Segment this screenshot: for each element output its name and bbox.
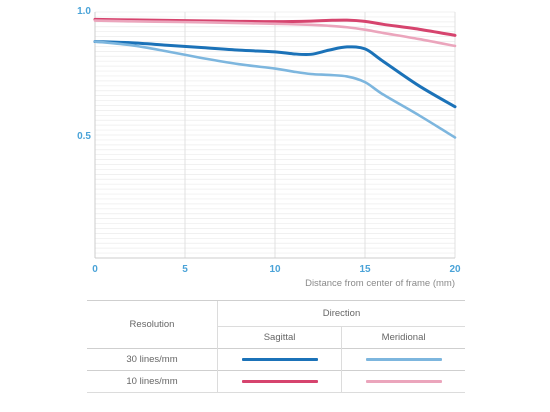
- swatch-30-sagittal: [241, 357, 318, 361]
- series-line-2: [93, 40, 457, 109]
- mtf-chart: 0 5 10 15 20 0.5 1.0 Distance from center of f…: [77, 6, 461, 289]
- swatch-cell: [216, 348, 342, 371]
- legend-table: Resolution Direction Sagittal Meridional…: [87, 300, 465, 393]
- x-axis-title: Distance from center of frame (mm): [305, 278, 455, 289]
- sagittal-header: Sagittal: [216, 326, 342, 349]
- x-tick-label: 5: [182, 264, 188, 275]
- direction-header: Direction: [217, 300, 465, 327]
- x-tick-label: 0: [92, 264, 98, 275]
- row-label-10: 10 lines/mm: [87, 370, 218, 393]
- tick-labels: 0 5 10 15 20 0.5 1.0: [77, 6, 461, 275]
- x-tick-label: 20: [449, 264, 461, 275]
- y-tick-label: 1.0: [77, 6, 91, 17]
- swatch-cell: [341, 370, 465, 393]
- series-line-1: [93, 19, 457, 48]
- series-layer: [93, 17, 457, 139]
- swatch-10-meridional: [365, 379, 442, 383]
- x-tick-label: 15: [359, 264, 371, 275]
- meridional-header: Meridional: [341, 326, 465, 349]
- swatch-cell: [216, 370, 342, 393]
- swatch-10-sagittal: [241, 379, 318, 383]
- series-line-3: [93, 40, 457, 139]
- x-tick-label: 10: [269, 264, 281, 275]
- series-line-0: [93, 17, 457, 37]
- swatch-30-meridional: [365, 357, 442, 361]
- resolution-header: Resolution: [87, 300, 218, 349]
- row-label-30: 30 lines/mm: [87, 348, 218, 371]
- y-tick-label: 0.5: [77, 131, 91, 142]
- swatch-cell: [341, 348, 465, 371]
